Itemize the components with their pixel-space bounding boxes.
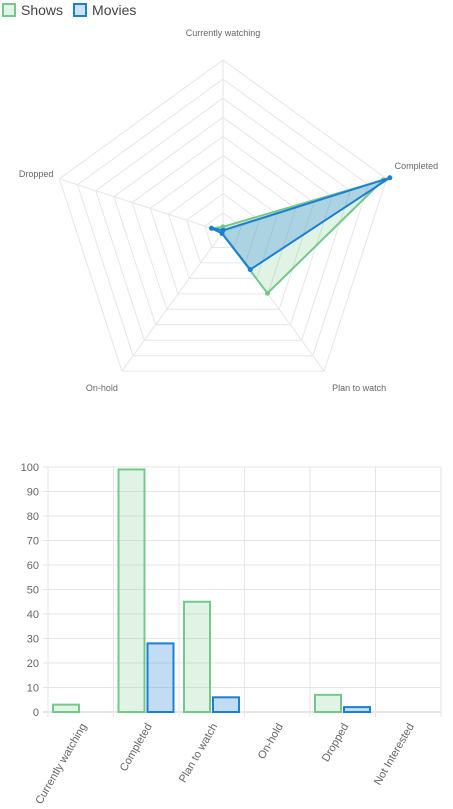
bar-shows-dropped	[314, 693, 342, 713]
bar-movies-plan-to-watch	[212, 696, 240, 713]
y-tick-label: 50	[27, 585, 39, 597]
radar-point-shows-currently-watching	[220, 224, 226, 230]
x-tick-label-completed: Completed	[118, 722, 155, 774]
radar-point-movies-dropped	[209, 225, 215, 231]
x-tick-label-plan-to-watch: Plan to watch	[177, 722, 220, 785]
x-tick-label-dropped: Dropped	[320, 722, 351, 765]
radar-axis-label-plan-to-watch: Plan to watch	[332, 383, 386, 393]
bar-shows-completed	[117, 468, 146, 714]
radar-spoke	[59, 178, 224, 233]
legend-item-shows[interactable]: Shows	[2, 2, 63, 18]
y-tick-label: 40	[27, 609, 39, 621]
radar-grid-ring	[113, 116, 333, 326]
radar-grid-ring	[95, 97, 351, 341]
x-tick-label-on-hold: On-hold	[256, 722, 286, 762]
radar-grid-ring	[131, 135, 315, 310]
y-tick-label: 80	[27, 511, 39, 523]
radar-grid-ring	[204, 212, 242, 248]
legend-label-movies: Movies	[92, 2, 137, 18]
radar-spoke	[121, 231, 224, 372]
bar-shows-currently-watching	[52, 703, 80, 714]
y-tick-label: 20	[27, 658, 39, 670]
legend-label-shows: Shows	[21, 2, 64, 18]
legend-swatch-movies	[73, 3, 88, 17]
legend-swatch-shows	[2, 3, 16, 17]
radar-axis-label-currently-watching: Currently watching	[186, 28, 261, 38]
radar-point-movies-plan-to-watch	[247, 267, 253, 273]
radar-axis-label-dropped: Dropped	[19, 169, 54, 179]
x-tick-label-not-interested: Not Interested	[372, 722, 417, 788]
radar-point-movies-completed	[387, 175, 393, 181]
legend-item-movies[interactable]: Movies	[73, 2, 136, 18]
radar-axis-label-on-hold: On-hold	[86, 383, 118, 393]
radar-point-shows-plan-to-watch	[264, 290, 270, 296]
y-tick-label: 70	[27, 536, 39, 548]
bar-shows-plan-to-watch	[183, 600, 211, 713]
y-tick-label: 30	[27, 634, 39, 646]
radar-grid-ring	[58, 59, 388, 372]
radar-grid-ring	[167, 174, 279, 279]
bar-movies-completed	[146, 642, 175, 714]
radar-grid-ring	[149, 154, 297, 295]
y-tick-label: 0	[33, 707, 39, 719]
radar-point-movies-on-hold	[219, 230, 225, 236]
chart-legend: Shows Movies	[2, 0, 136, 20]
y-tick-label: 100	[21, 462, 39, 474]
radar-axis-label-completed: Completed	[395, 161, 439, 171]
radar-grid-ring	[77, 78, 369, 357]
y-tick-label: 90	[27, 487, 39, 499]
x-tick-label-currently-watching: Currently watching	[33, 722, 89, 807]
y-tick-label: 60	[27, 560, 39, 572]
radar-chart: Currently watching Completed Plan to watch…	[19, 28, 439, 393]
radar-grid-ring	[186, 193, 260, 264]
bar-movies-dropped	[343, 706, 371, 713]
y-tick-label: 10	[27, 683, 39, 695]
